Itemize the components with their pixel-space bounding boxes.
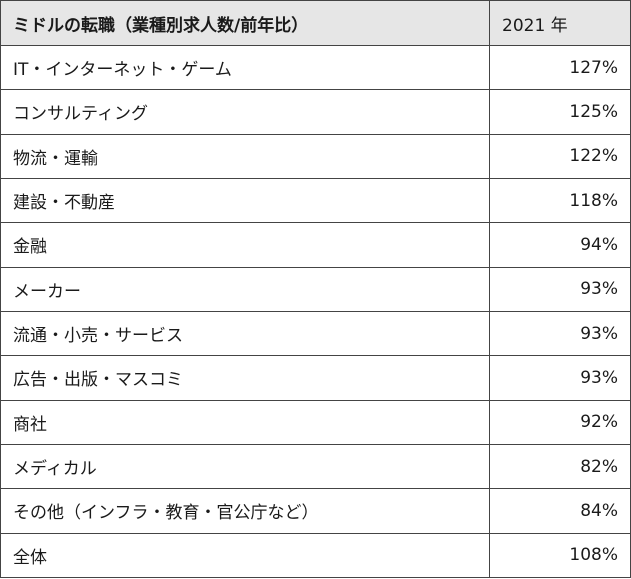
ratio-value: 93%	[489, 266, 631, 312]
table-header-row: ミドルの転職（業種別求人数/前年比） 2021 年	[0, 0, 631, 46]
industry-label: メーカー	[0, 266, 490, 312]
total-label: 全体	[0, 532, 490, 579]
ratio-value: 82%	[489, 443, 631, 490]
table-title-cell: ミドルの転職（業種別求人数/前年比）	[0, 0, 490, 46]
ratio-value: 94%	[489, 222, 631, 268]
table-row: 物流・運輸 122%	[0, 133, 631, 179]
table-row: 流通・小売・サービス 93%	[0, 310, 631, 357]
table-row: 広告・出版・マスコミ 93%	[0, 355, 631, 401]
industry-label: 商社	[0, 399, 490, 445]
ratio-value: 125%	[489, 89, 631, 135]
year-column-header: 2021 年	[489, 0, 631, 46]
industry-label: 建設・不動産	[0, 177, 490, 224]
ratio-value: 84%	[489, 488, 631, 534]
industry-label: その他（インフラ・教育・官公庁など）	[0, 488, 490, 534]
table-row: 商社 92%	[0, 399, 631, 445]
ratio-value: 118%	[489, 177, 631, 224]
table-row: 建設・不動産 118%	[0, 177, 631, 224]
ratio-value: 127%	[489, 44, 631, 91]
industry-label: 金融	[0, 222, 490, 268]
table-row: メディカル 82%	[0, 443, 631, 490]
table-row: IT・インターネット・ゲーム 127%	[0, 44, 631, 91]
ratio-value: 93%	[489, 355, 631, 401]
industry-label: 流通・小売・サービス	[0, 310, 490, 357]
total-value: 108%	[489, 532, 631, 579]
total-row: 全体 108%	[0, 532, 631, 579]
table-row: その他（インフラ・教育・官公庁など） 84%	[0, 488, 631, 534]
industry-label: メディカル	[0, 443, 490, 490]
table-row: 金融 94%	[0, 222, 631, 268]
table-row: メーカー 93%	[0, 266, 631, 312]
table-row: コンサルティング 125%	[0, 89, 631, 135]
industry-label: 物流・運輸	[0, 133, 490, 179]
ratio-value: 92%	[489, 399, 631, 445]
industry-label: IT・インターネット・ゲーム	[0, 44, 490, 91]
ratio-value: 122%	[489, 133, 631, 179]
ratio-value: 93%	[489, 310, 631, 357]
industry-label: 広告・出版・マスコミ	[0, 355, 490, 401]
industry-label: コンサルティング	[0, 89, 490, 135]
